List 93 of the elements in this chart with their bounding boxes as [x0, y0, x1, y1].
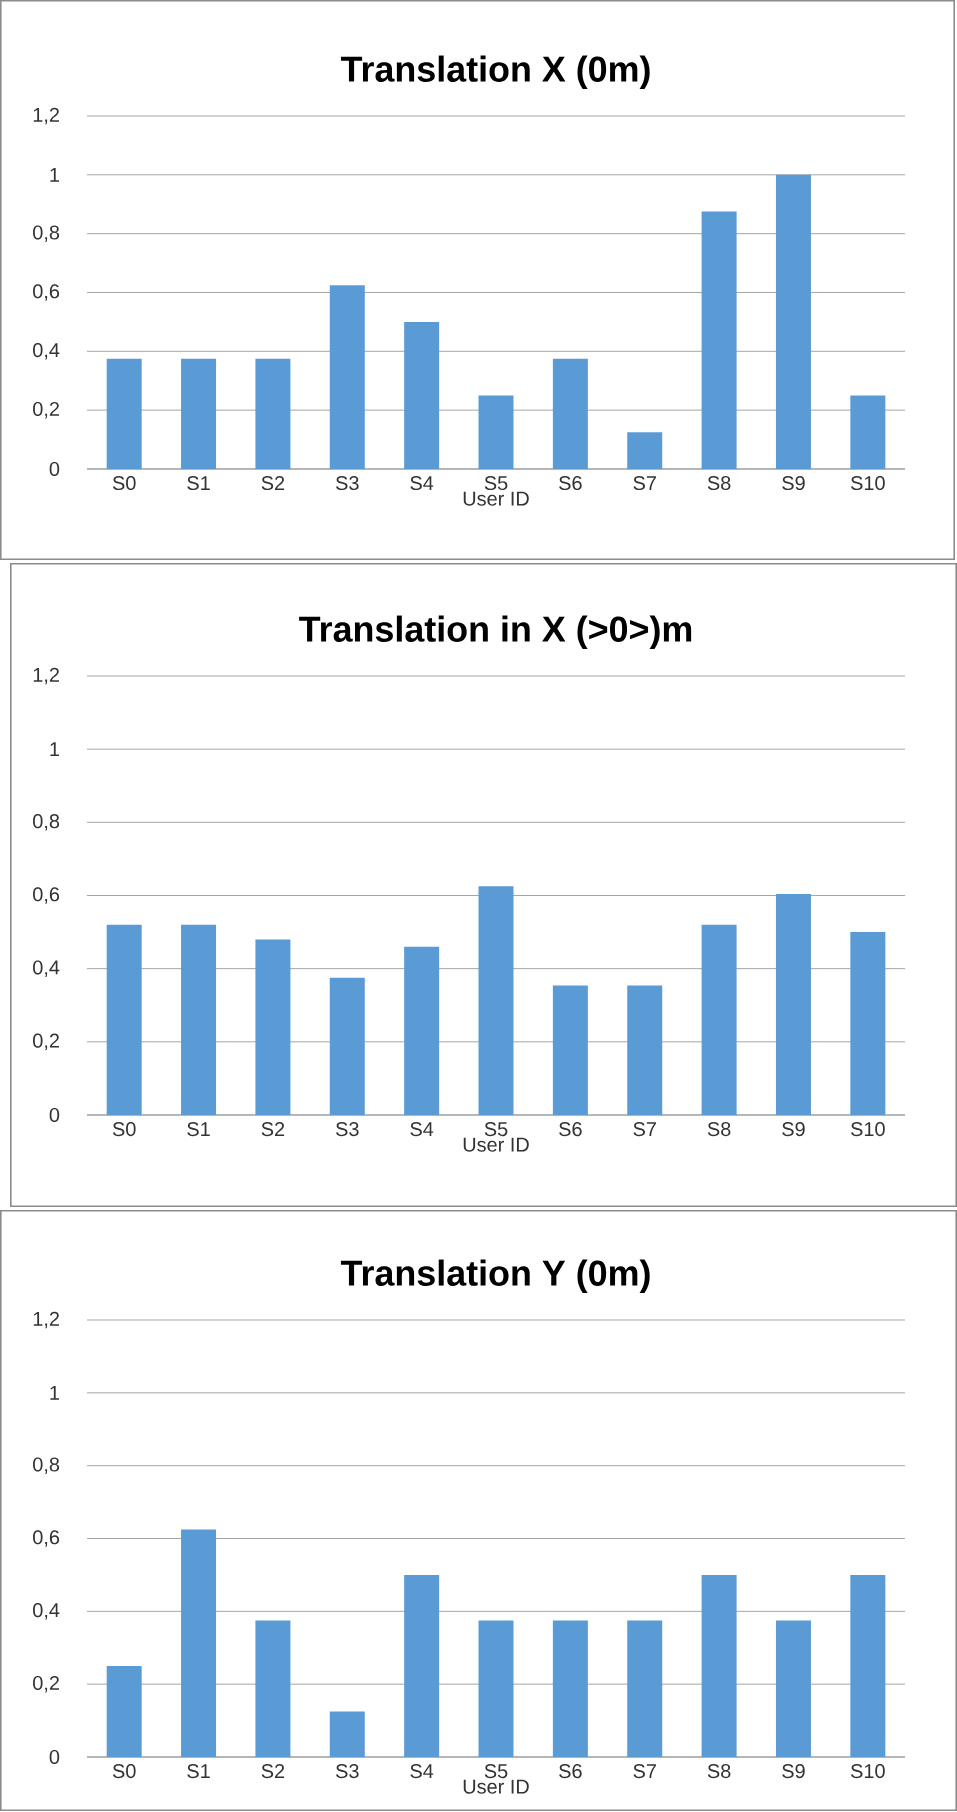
- chart-title: Translation X (0m): [340, 55, 650, 89]
- bar: [850, 395, 886, 469]
- bar: [106, 1665, 142, 1757]
- bar: [701, 924, 737, 1115]
- bar: [552, 985, 588, 1115]
- x-tick-label: S1: [187, 476, 210, 491]
- bar: [627, 432, 663, 469]
- x-tick-label: S6: [559, 476, 582, 491]
- x-tick-label: S4: [410, 476, 434, 491]
- x-tick-label: S10: [851, 476, 885, 491]
- x-tick-label: S8: [707, 1122, 731, 1137]
- y-tick-label: 0,8: [33, 814, 60, 831]
- x-tick-label: S4: [410, 1122, 434, 1137]
- x-tick-label: S9: [782, 1764, 805, 1779]
- bar: [329, 1711, 365, 1757]
- bar: [255, 1620, 291, 1757]
- bar: [552, 1620, 588, 1757]
- y-tick-label: 0,2: [33, 1033, 59, 1051]
- chart-title: Translation Y (0m): [340, 1259, 650, 1293]
- x-tick-label: S0: [112, 476, 136, 491]
- y-tick-label: 0,2: [33, 1675, 59, 1693]
- x-tick-label: S2: [261, 1764, 285, 1779]
- y-tick-label: 1: [50, 742, 59, 757]
- y-tick-label: 0,2: [33, 401, 59, 419]
- bar: [181, 1529, 217, 1757]
- y-tick-label: 1,2: [33, 667, 59, 685]
- bar: [106, 358, 142, 469]
- y-tick-label: 0,8: [33, 1457, 60, 1474]
- y-tick-label: 1: [50, 167, 59, 182]
- x-tick-label: S2: [261, 476, 285, 491]
- x-tick-label: S3: [336, 1122, 359, 1137]
- bar: [552, 358, 588, 469]
- x-tick-label: S0: [112, 1764, 136, 1779]
- y-tick-label: 0,6: [33, 1530, 60, 1547]
- bar: [255, 939, 291, 1115]
- x-tick-label: S5: [484, 1764, 508, 1779]
- chart-title: Translation in X (>0>)m: [299, 615, 692, 649]
- bar: [404, 946, 440, 1115]
- y-tick-label: 0,4: [33, 1603, 60, 1620]
- bar: [478, 1620, 514, 1757]
- x-tick-label: S1: [187, 1122, 210, 1137]
- y-tick-label: 0: [49, 1749, 60, 1765]
- bar: [106, 924, 142, 1115]
- bar: [329, 285, 365, 469]
- y-tick-label: 0,8: [33, 225, 60, 242]
- x-tick-label: S9: [782, 476, 805, 491]
- bar: [181, 358, 217, 469]
- x-tick-label: S3: [336, 1764, 359, 1779]
- bar: [850, 932, 886, 1115]
- y-tick-label: 0: [49, 461, 60, 477]
- bar: [701, 1574, 737, 1757]
- bar: [850, 1574, 886, 1757]
- bar: [404, 1574, 440, 1757]
- bar: [404, 321, 440, 469]
- x-tick-label: S10: [851, 1764, 885, 1779]
- x-tick-label: S10: [851, 1122, 885, 1137]
- x-tick-label: S5: [484, 1122, 508, 1137]
- x-tick-label: S7: [633, 1764, 656, 1779]
- bar: [478, 395, 514, 469]
- y-tick-label: 1,2: [33, 107, 59, 125]
- x-tick-label: S7: [633, 476, 656, 491]
- bar: [701, 211, 737, 469]
- y-tick-label: 0,6: [33, 284, 60, 301]
- bar: [329, 977, 365, 1115]
- y-tick-label: 0,4: [33, 960, 60, 977]
- x-tick-label: S2: [261, 1122, 285, 1137]
- x-tick-label: S3: [336, 476, 359, 491]
- y-tick-label: 0: [49, 1107, 60, 1123]
- x-tick-label: S6: [559, 1764, 582, 1779]
- bar: [775, 894, 811, 1115]
- bar: [478, 886, 514, 1115]
- bar: [775, 174, 811, 469]
- x-tick-label: S8: [707, 476, 731, 491]
- x-axis-title: User ID: [463, 491, 529, 506]
- x-tick-label: S6: [559, 1122, 582, 1137]
- bar: [775, 1620, 811, 1757]
- x-tick-label: S1: [187, 1764, 210, 1779]
- x-tick-label: S7: [633, 1122, 656, 1137]
- x-tick-label: S4: [410, 1764, 434, 1779]
- y-tick-label: 1,2: [33, 1311, 59, 1329]
- y-tick-label: 0,4: [33, 343, 60, 360]
- x-tick-label: S8: [707, 1764, 731, 1779]
- x-tick-label: S9: [782, 1122, 805, 1137]
- x-tick-label: S5: [484, 476, 508, 491]
- bar: [255, 358, 291, 469]
- y-tick-label: 1: [50, 1385, 59, 1400]
- x-tick-label: S0: [112, 1122, 136, 1137]
- y-tick-label: 0,6: [33, 887, 60, 904]
- bar: [627, 985, 663, 1115]
- x-axis-title: User ID: [463, 1779, 529, 1794]
- bar: [627, 1620, 663, 1757]
- x-axis-title: User ID: [463, 1137, 529, 1152]
- bar: [181, 924, 217, 1115]
